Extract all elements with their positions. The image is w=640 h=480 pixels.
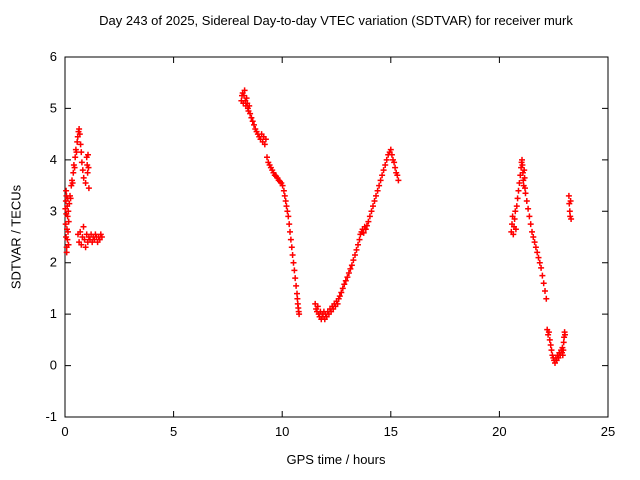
y-tick-label: 6 xyxy=(50,49,57,64)
x-tick-label: 15 xyxy=(384,424,398,439)
x-tick-label: 0 xyxy=(61,424,68,439)
y-tick-label: 1 xyxy=(50,306,57,321)
x-tick-label: 5 xyxy=(170,424,177,439)
y-tick-label: 0 xyxy=(50,358,57,373)
data-points xyxy=(62,87,575,366)
y-tick-label: 4 xyxy=(50,152,57,167)
plot-border xyxy=(64,56,609,418)
x-tick-label: 10 xyxy=(275,424,289,439)
x-axis-label: GPS time / hours xyxy=(286,452,386,467)
chart-title: Day 243 of 2025, Sidereal Day-to-day VTE… xyxy=(99,13,573,28)
x-tick-label: 20 xyxy=(492,424,506,439)
y-tick-label: 3 xyxy=(50,203,57,218)
y-tick-label: -1 xyxy=(45,409,57,424)
y-tick-label: 5 xyxy=(50,100,57,115)
x-tick-label: 25 xyxy=(601,424,615,439)
y-tick-label: 2 xyxy=(50,255,57,270)
